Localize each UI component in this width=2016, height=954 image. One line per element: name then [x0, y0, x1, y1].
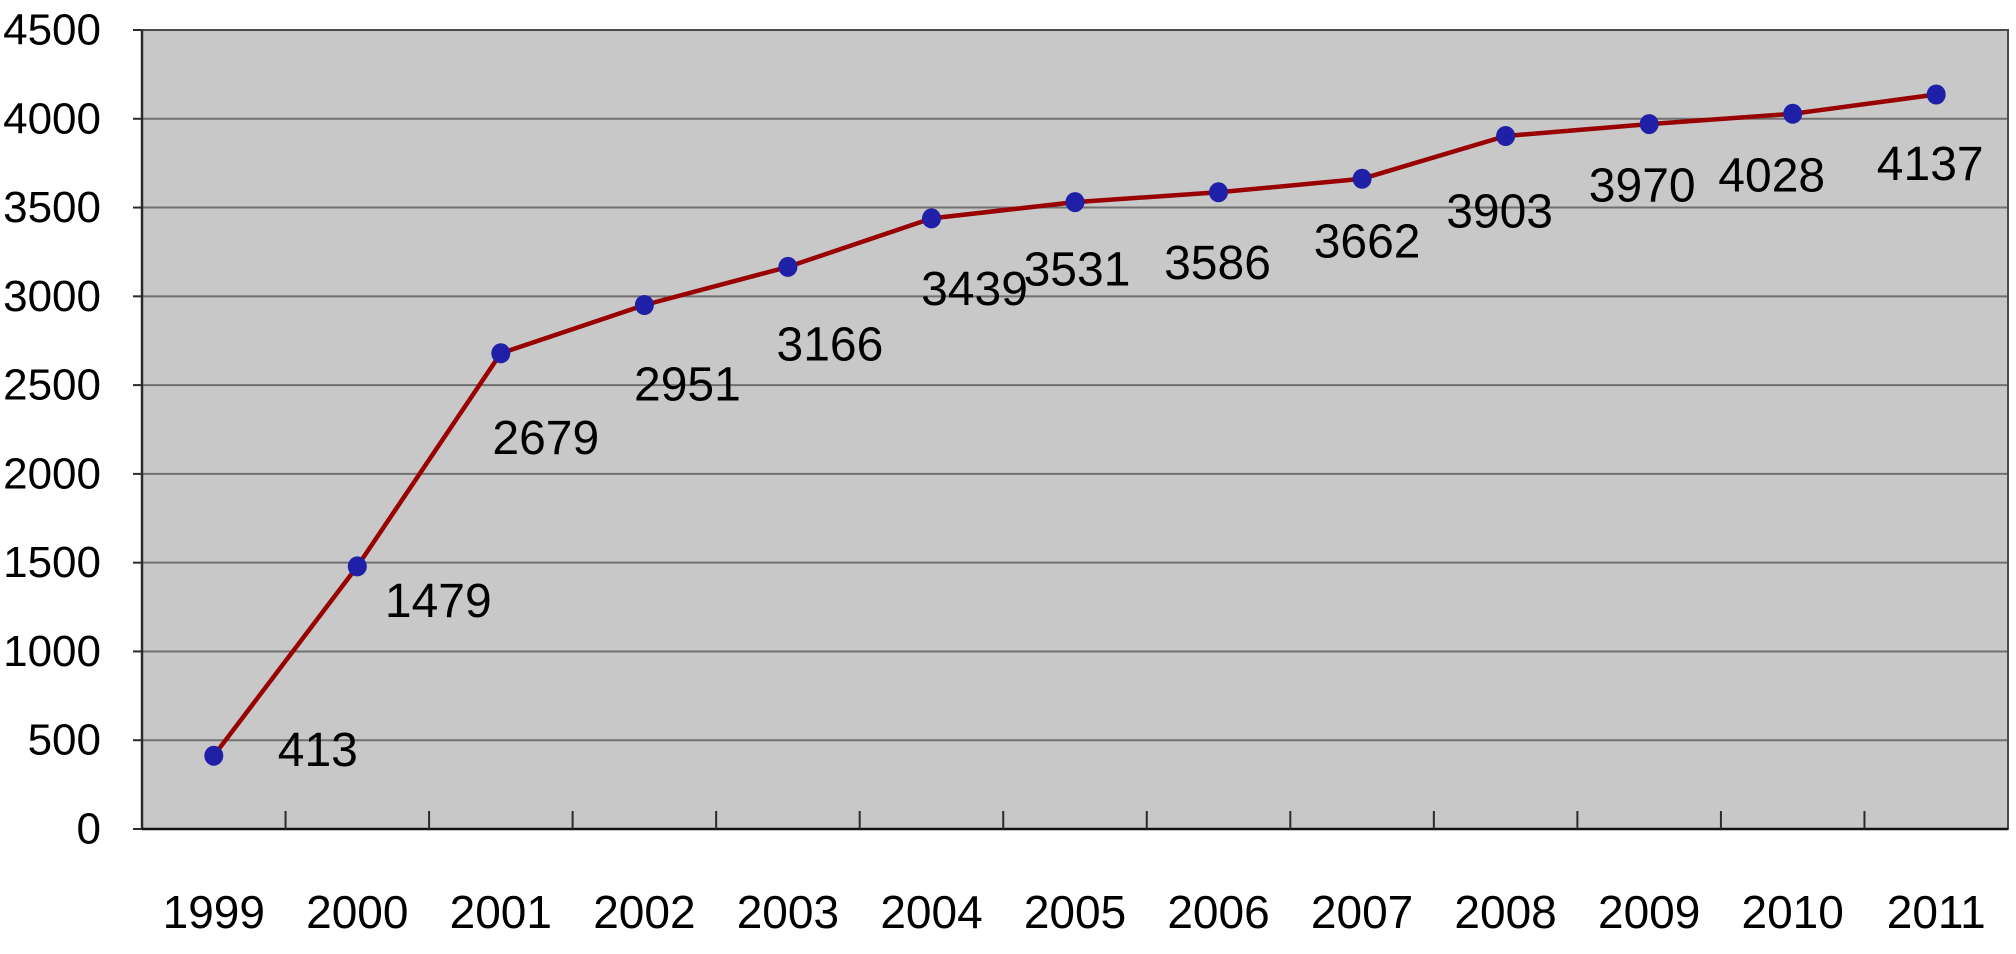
data-label: 3439 [921, 263, 1028, 316]
data-label: 1479 [385, 575, 492, 628]
x-axis-label: 2009 [1598, 886, 1700, 938]
data-point-marker [634, 295, 654, 315]
data-label: 3531 [1024, 244, 1131, 297]
x-axis-label: 2000 [306, 886, 408, 938]
x-axis-label: 2005 [1024, 886, 1126, 938]
data-label: 3970 [1589, 160, 1696, 213]
x-axis-label: 2007 [1311, 886, 1413, 938]
x-axis-label: 2011 [1887, 886, 1986, 938]
plot-area [142, 30, 2008, 829]
data-point-marker [1783, 103, 1803, 124]
x-axis-label: 2010 [1742, 886, 1844, 938]
x-axis-label: 2001 [450, 886, 552, 938]
data-point-marker [1209, 182, 1228, 203]
data-label: 2679 [492, 412, 599, 465]
y-axis-label: 4000 [3, 94, 101, 143]
y-axis-label: 3000 [3, 272, 101, 321]
y-axis-label: 500 [28, 716, 101, 765]
data-point-marker [1065, 192, 1085, 213]
data-point-marker [1926, 84, 1946, 105]
y-axis-label: 2000 [3, 449, 101, 498]
data-label: 413 [278, 724, 358, 777]
data-point-marker [922, 208, 941, 229]
y-axis-label: 3500 [3, 183, 101, 232]
data-label: 3662 [1314, 215, 1421, 268]
data-point-marker [1496, 126, 1516, 146]
data-point-marker [1352, 168, 1372, 189]
data-point-marker [1639, 114, 1659, 135]
data-point-marker [778, 256, 798, 277]
x-axis-label: 2006 [1167, 886, 1269, 938]
data-label: 3903 [1446, 186, 1553, 239]
y-axis-label: 1500 [3, 538, 101, 587]
data-label: 3586 [1164, 237, 1271, 290]
data-point-marker [204, 745, 224, 766]
data-label: 4137 [1877, 138, 1984, 191]
x-axis-label: 2002 [593, 886, 695, 938]
y-axis-label: 0 [77, 805, 101, 854]
y-axis-label: 4500 [3, 6, 101, 55]
x-axis-label: 1999 [163, 886, 265, 938]
data-label: 3166 [777, 318, 884, 371]
y-axis-label: 1000 [3, 627, 101, 676]
x-axis-label: 2008 [1454, 886, 1556, 938]
y-axis-label: 2500 [3, 361, 101, 410]
x-axis-label: 2003 [737, 886, 839, 938]
x-axis-label: 2004 [880, 886, 982, 938]
data-point-marker [491, 343, 511, 364]
data-point-marker [347, 556, 367, 577]
data-label: 2951 [634, 359, 741, 412]
data-label: 4028 [1718, 149, 1825, 202]
